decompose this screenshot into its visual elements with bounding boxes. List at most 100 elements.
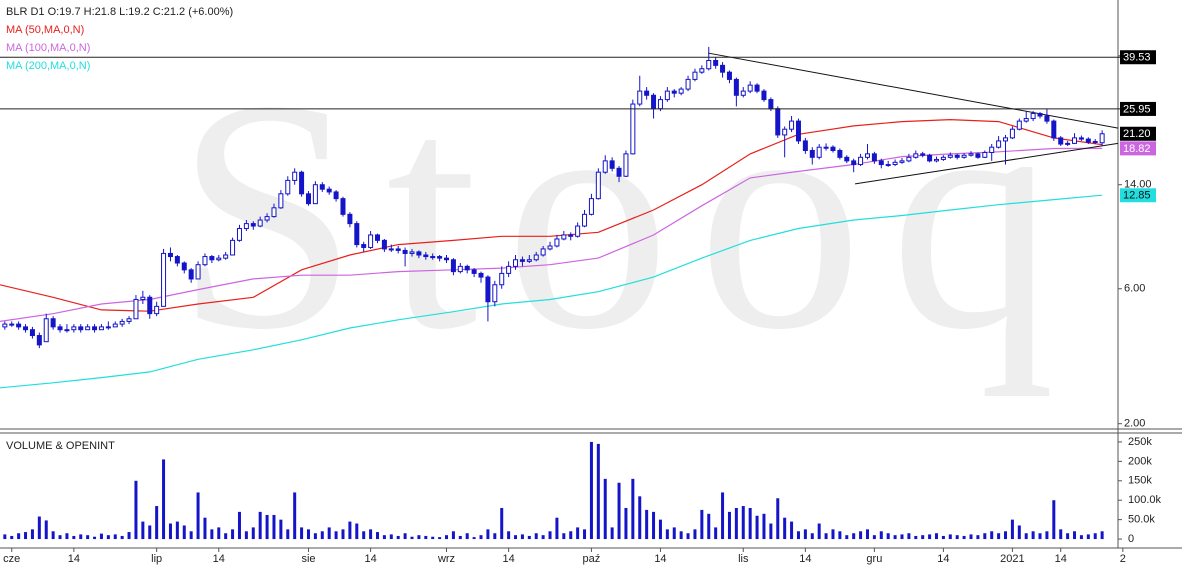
- volume-bar: [1059, 529, 1063, 540]
- volume-bar: [396, 535, 400, 540]
- volume-bar: [424, 535, 428, 540]
- volume-bar: [251, 527, 255, 540]
- candle-body: [582, 213, 588, 227]
- volume-bar: [258, 511, 262, 540]
- x-tick-label: paź: [583, 553, 601, 565]
- candle-body: [167, 252, 173, 258]
- candle-body: [457, 265, 463, 273]
- header: BLR D1 O:19.7 H:21.8 L:19.2 C:21.2 (+6.0…: [6, 6, 233, 18]
- volume-bar: [548, 531, 552, 540]
- candle-body: [547, 245, 553, 250]
- volume-bar: [520, 534, 524, 540]
- volume-bar: [714, 527, 718, 540]
- x-tick-label: 14: [364, 553, 376, 565]
- candle-body: [57, 326, 63, 331]
- price-tag: [1120, 188, 1156, 203]
- candle-body: [388, 248, 394, 251]
- volume-bar: [500, 507, 504, 540]
- y-tick-label: 0: [1128, 533, 1134, 545]
- volume-bar: [707, 513, 711, 540]
- candle-body: [271, 207, 277, 218]
- candle-body: [692, 71, 698, 80]
- volume-bar: [948, 534, 952, 540]
- volume-bar: [237, 511, 241, 540]
- candle-body: [837, 149, 843, 158]
- x-tick-label: 14: [68, 553, 80, 565]
- candle-body: [423, 254, 429, 258]
- candle-body: [871, 153, 877, 162]
- candle-body: [409, 251, 415, 254]
- candle-body: [161, 252, 167, 307]
- candle-body: [381, 239, 387, 250]
- volume-bar: [734, 507, 738, 540]
- volume-bar: [1010, 519, 1014, 540]
- x-tick-label: 14: [654, 553, 666, 565]
- volume-bar: [300, 527, 304, 540]
- candle-body: [858, 156, 864, 166]
- candle-body: [264, 216, 270, 221]
- candle-body: [906, 156, 912, 162]
- x-tick-label: 2021: [1000, 553, 1024, 565]
- volume-bar: [458, 535, 462, 540]
- volume-bar: [555, 517, 559, 540]
- price-tag: [1120, 101, 1156, 116]
- volume-bar: [914, 535, 918, 540]
- volume-bar: [37, 516, 41, 540]
- candle-body: [499, 272, 505, 286]
- candle-body: [71, 326, 77, 331]
- candle-body: [651, 94, 657, 110]
- candle-body: [485, 276, 491, 303]
- candle-body: [1065, 142, 1071, 145]
- price-tag-label: 18.82: [1123, 143, 1151, 155]
- volume-bar: [155, 506, 159, 540]
- candle-body: [996, 140, 1002, 148]
- volume-bar: [106, 535, 110, 540]
- candle-body: [920, 153, 926, 156]
- x-tick-label: 2: [1120, 553, 1126, 565]
- candle-body: [1092, 141, 1098, 144]
- candle-body: [368, 234, 374, 248]
- volume-bar: [141, 521, 145, 540]
- candle-body: [768, 99, 774, 110]
- volume-bar: [293, 492, 297, 540]
- candle-body: [982, 151, 988, 158]
- candle-body: [416, 251, 422, 256]
- volume-bar: [1100, 531, 1104, 540]
- volume-bar: [389, 534, 393, 540]
- volume-bar: [596, 443, 600, 540]
- labels-layer: BLR D1 O:19.7 H:21.8 L:19.2 C:21.2 (+6.0…: [3, 6, 1161, 565]
- volume-bar: [541, 535, 545, 540]
- x-tick-label: gru: [866, 553, 882, 565]
- volume-bar: [375, 532, 379, 540]
- candle-body: [2, 323, 8, 328]
- candle-body: [450, 259, 456, 273]
- candle-body: [913, 153, 919, 158]
- volume-bar: [244, 531, 248, 540]
- candle-body: [685, 78, 691, 90]
- volume-bar: [569, 531, 573, 540]
- volume-bar: [976, 535, 980, 540]
- x-tick-label: 14: [1055, 553, 1067, 565]
- volume-bar: [610, 527, 614, 540]
- volume-bar: [334, 531, 338, 540]
- candle-body: [526, 259, 532, 262]
- x-tick-label: 14: [799, 553, 811, 565]
- volume-bar: [955, 535, 959, 540]
- candle-body: [823, 146, 829, 149]
- volume-bar: [196, 492, 200, 540]
- volume-bar: [120, 535, 124, 540]
- price-tag: [1120, 50, 1156, 65]
- volume-bar: [431, 536, 435, 540]
- volume-bar: [893, 535, 897, 540]
- candle-body: [85, 326, 91, 331]
- volume-bar: [962, 535, 966, 540]
- candle-body: [1044, 115, 1050, 122]
- candle-body: [1078, 137, 1084, 140]
- candle-body: [43, 318, 49, 343]
- candle-body: [775, 108, 781, 136]
- volume-bar: [845, 535, 849, 540]
- volume-bar: [1031, 531, 1035, 540]
- volume-bar: [479, 535, 483, 540]
- volume-bar: [438, 537, 442, 540]
- candle-body: [1009, 128, 1015, 139]
